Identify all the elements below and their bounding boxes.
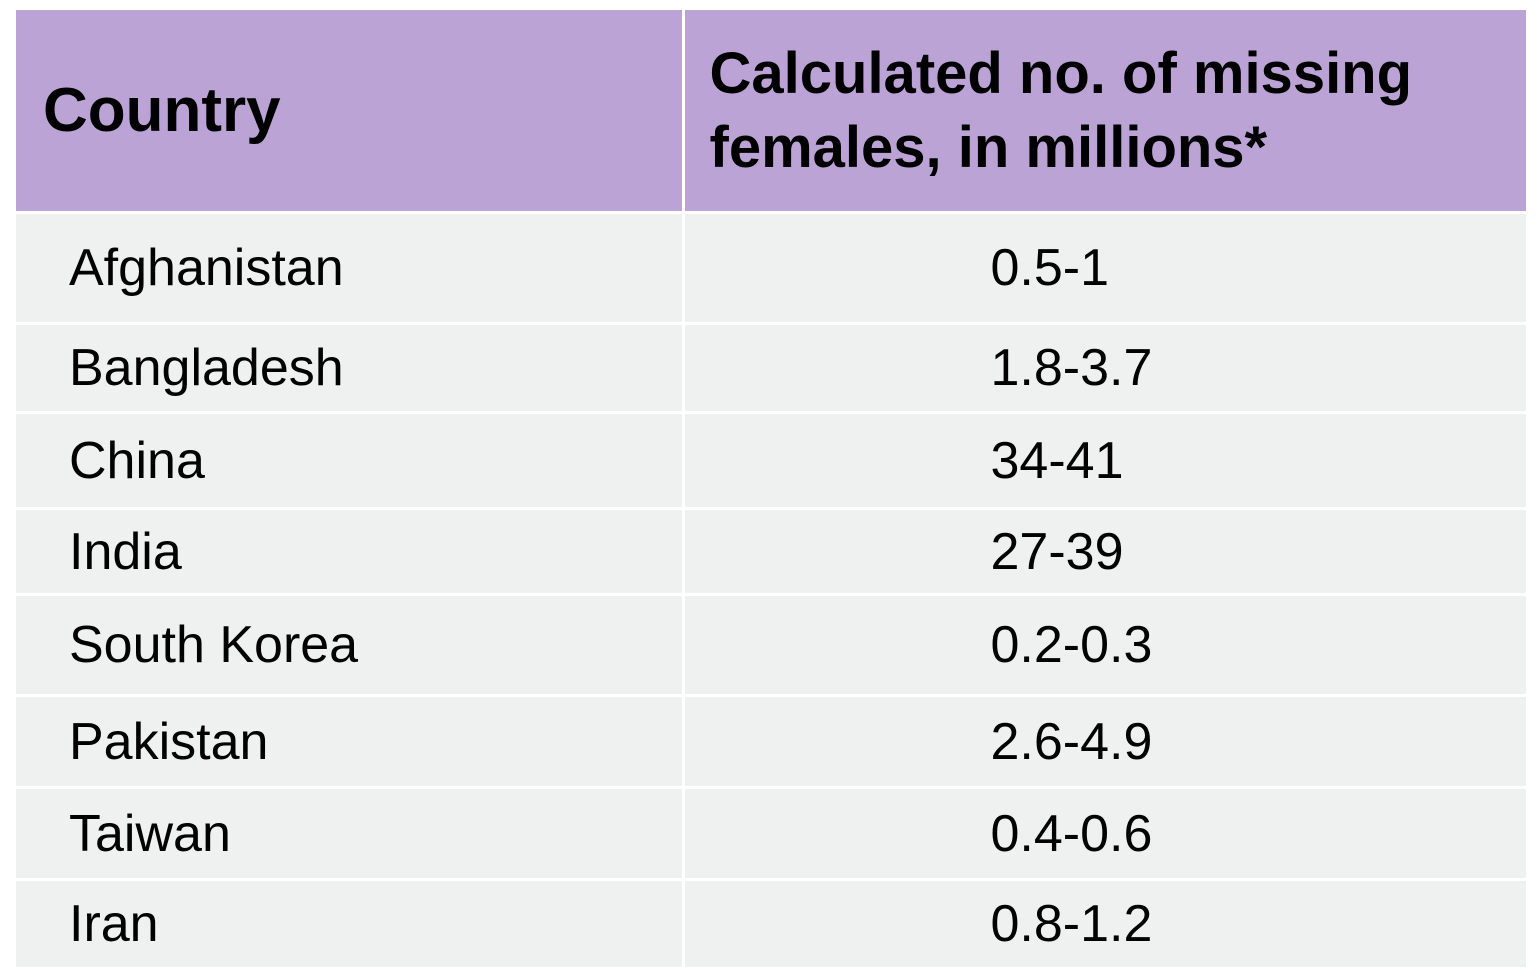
table-row: Afghanistan 0.5-1 xyxy=(16,212,1526,325)
table-header: Country Calculated no. of missing female… xyxy=(16,10,1526,214)
value-cell: 0.4-0.6 xyxy=(683,787,1526,881)
table-row: Pakistan 2.6-4.9 xyxy=(16,695,1526,789)
table-row: Taiwan 0.4-0.6 xyxy=(16,787,1526,881)
table-row: China 34-41 xyxy=(16,412,1526,510)
country-cell: Pakistan xyxy=(16,695,685,789)
country-cell: South Korea xyxy=(16,594,685,697)
country-cell: Taiwan xyxy=(16,787,685,881)
value-cell: 34-41 xyxy=(683,412,1526,510)
country-cell: Bangladesh xyxy=(16,323,685,414)
table-row: Bangladesh 1.8-3.7 xyxy=(16,323,1526,414)
country-cell: China xyxy=(16,412,685,510)
header-missing-females: Calculated no. of missing females, in mi… xyxy=(683,10,1526,214)
table-row: Iran 0.8-1.2 xyxy=(16,879,1526,967)
header-row: Country Calculated no. of missing female… xyxy=(16,10,1526,214)
value-cell: 0.5-1 xyxy=(683,212,1526,325)
table-body: Afghanistan 0.5-1 Bangladesh 1.8-3.7 Chi… xyxy=(16,212,1526,967)
value-cell: 27-39 xyxy=(683,508,1526,596)
header-country: Country xyxy=(16,10,685,214)
value-cell: 0.8-1.2 xyxy=(683,879,1526,967)
missing-females-table-container: Country Calculated no. of missing female… xyxy=(16,10,1526,969)
country-cell: Afghanistan xyxy=(16,212,685,325)
table-row: India 27-39 xyxy=(16,508,1526,596)
value-cell: 1.8-3.7 xyxy=(683,323,1526,414)
missing-females-table: Country Calculated no. of missing female… xyxy=(16,10,1526,967)
table-row: South Korea 0.2-0.3 xyxy=(16,594,1526,697)
country-cell: Iran xyxy=(16,879,685,967)
value-cell: 0.2-0.3 xyxy=(683,594,1526,697)
country-cell: India xyxy=(16,508,685,596)
value-cell: 2.6-4.9 xyxy=(683,695,1526,789)
